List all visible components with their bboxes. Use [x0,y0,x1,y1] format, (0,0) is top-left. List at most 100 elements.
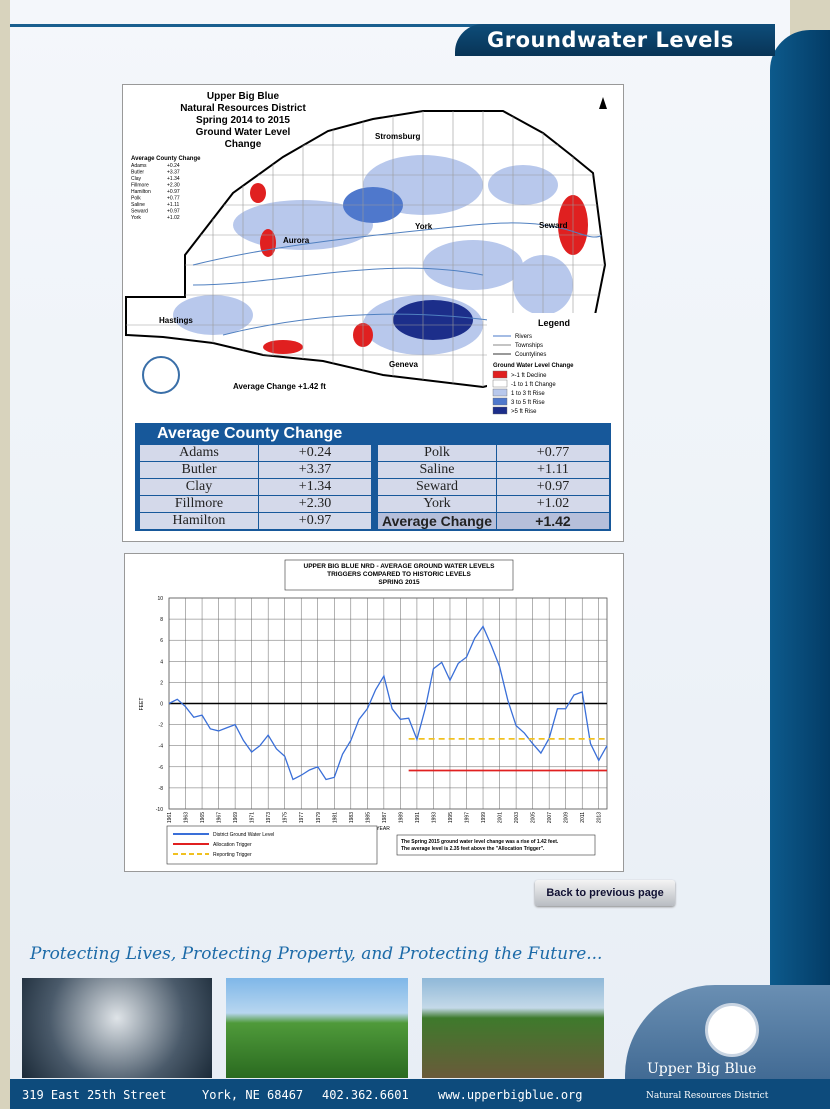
side-bar [770,30,830,1109]
table-cell: Saline [378,462,497,479]
legend-swatch [493,371,507,378]
legend-line-label: Countylines [515,352,546,358]
city: York [415,222,433,231]
x-tick-label: 1967 [217,812,223,823]
x-tick-label: 1989 [398,812,404,823]
x-tick-label: 1965 [200,812,206,823]
back-button[interactable]: Back to previous page [535,880,675,906]
photo-well [422,978,604,1078]
table-cell: +1.42 [497,513,610,530]
chart-note: The Spring 2015 ground water level chang… [401,839,559,845]
city: Seward [539,221,568,230]
county-name: Adams [131,163,147,169]
table-row: York+1.02 [378,496,610,513]
table-row: Average Change+1.42 [378,513,610,530]
y-axis-label: FEET [139,698,145,711]
header-tab: Groundwater Levels [455,24,775,56]
legend-label: Reporting Trigger [213,852,252,858]
x-tick-label: 2007 [547,812,553,823]
table-right: Polk+0.77Saline+1.11Seward+0.97York+1.02… [377,444,610,530]
x-tick-label: 2009 [564,812,570,823]
county-name: York [131,215,141,221]
photo-meter [22,978,212,1078]
chart-panel: UPPER BIG BLUE NRD - AVERAGE GROUND WATE… [124,553,624,872]
table-cell: Average Change [378,513,497,530]
city: Aurora [283,236,310,245]
table-cell: +0.24 [259,445,372,462]
line-chart: UPPER BIG BLUE NRD - AVERAGE GROUND WATE… [125,554,623,871]
table-row: Clay+1.34 [140,479,372,496]
y-tick-label: 4 [160,659,163,665]
note-box [397,835,595,855]
county-name: Clay [131,176,142,182]
legend-label: District Ground Water Level [213,832,274,838]
y-tick-label: -2 [159,723,164,729]
map-title-line: Spring 2014 to 2015 [196,115,290,126]
logo-seal [705,1003,759,1057]
x-tick-label: 1981 [332,812,338,823]
county-list: Average County Change Adams+0.24Butler+3… [131,156,201,221]
x-tick-label: 1977 [299,812,305,823]
x-axis-label: YEAR [376,826,390,832]
x-tick-label: 1999 [481,812,487,823]
x-tick-label: 1973 [266,812,272,823]
county-value: +1.34 [167,176,180,182]
org-subtitle: Natural Resources District [646,1091,768,1101]
x-tick-label: 2013 [597,812,603,823]
map-title: Upper Big Blue Natural Resources Distric… [180,91,306,150]
photo-irrigation [226,978,408,1078]
table-cell: +1.34 [259,479,372,496]
county-name: Polk [131,196,141,202]
table-cell: York [378,496,497,513]
legend-label: Allocation Trigger [213,842,252,848]
county-value: +1.11 [167,202,179,208]
table-cell: +3.37 [259,462,372,479]
legend-swatch [493,389,507,396]
x-tick-label: 1963 [184,812,190,823]
y-tick-label: -8 [159,786,164,792]
page-title: Groundwater Levels [487,28,734,52]
y-tick-label: -10 [156,807,163,813]
x-tick-label: 2001 [498,812,504,823]
county-list-title: Average County Change [131,156,201,162]
county-value: +3.37 [167,170,180,176]
table-cell: Polk [378,445,497,462]
map-panel: Upper Big Blue Natural Resources Distric… [122,84,624,542]
table-row: Butler+3.37 [140,462,372,479]
table-cell: Hamilton [140,513,259,530]
chart-title: SPRING 2015 [378,579,420,586]
table-cell: Butler [140,462,259,479]
map-title-line: Change [225,139,262,150]
map-title-line: Natural Resources District [180,103,306,114]
x-tick-label: 1993 [431,812,437,823]
legend-swatch [493,380,507,387]
county-name: Fillmore [131,183,149,189]
county-name: Hamilton [131,189,151,195]
county-name: Seward [131,209,148,215]
table-cell: +0.77 [497,445,610,462]
y-tick-label: -6 [159,765,164,771]
table-row: Hamilton+0.97 [140,513,372,530]
county-value: +2.30 [167,183,180,189]
legend-swatch [493,398,507,405]
address: 319 East 25th Street [22,1088,167,1102]
y-tick-label: 0 [160,702,163,708]
x-tick-label: 1997 [465,812,471,823]
table-cell: Seward [378,479,497,496]
legend-item-label: -1 to 1 ft Change [511,382,556,388]
table-row: Adams+0.24 [140,445,372,462]
y-tick-label: 6 [160,638,163,644]
y-tick-label: 8 [160,617,163,623]
x-tick-label: 1985 [365,812,371,823]
table-cell: Adams [140,445,259,462]
page: Groundwater Levels Upper Big Blue Natura… [0,0,830,1109]
county-value: +0.24 [167,163,180,169]
county-value: +0.77 [167,196,180,202]
table-cell: Clay [140,479,259,496]
table-cell: +0.97 [497,479,610,496]
logo [143,357,179,393]
county-value: +0.97 [167,209,180,215]
website: www.upperbigblue.org [438,1088,583,1102]
